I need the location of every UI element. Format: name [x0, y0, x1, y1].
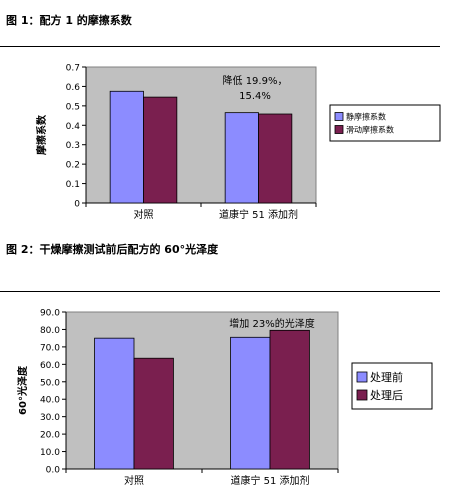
y-tick-label: 50.0	[40, 378, 60, 388]
y-tick-label: 0.5	[66, 102, 80, 112]
y-tick-label: 0.1	[66, 180, 80, 190]
y-tick-label: 90.0	[40, 309, 60, 319]
bar	[269, 329, 310, 470]
y-tick-label: 60.0	[40, 361, 60, 371]
y-axis-label: 摩擦系数	[35, 114, 48, 155]
legend-box	[329, 104, 441, 142]
legend-swatch	[334, 112, 344, 121]
bar	[230, 336, 271, 470]
y-tick-label: 0.2	[66, 161, 80, 171]
y-tick-label: 0.6	[66, 83, 81, 93]
y-tick-label: 20.0	[40, 431, 60, 441]
y-tick-label: 0.0	[46, 466, 61, 476]
annotation-text: 15.4%	[239, 91, 271, 102]
figure-1-caption: 图 1：配方 1 的摩擦系数	[6, 14, 132, 27]
legend-label: 静摩擦系数	[346, 111, 386, 121]
y-tick-label: 70.0	[40, 343, 60, 353]
legend-swatch	[356, 371, 368, 383]
bar	[224, 112, 259, 204]
x-tick-label: 对照	[124, 474, 144, 487]
bar	[258, 113, 293, 204]
legend-label: 滑动摩擦系数	[346, 124, 394, 134]
annotation-text: 增加 23%的光泽度	[229, 317, 314, 330]
y-tick-label: 0.3	[66, 141, 80, 151]
annotation-text: 降低 19.9%，	[223, 74, 288, 87]
bar	[109, 90, 144, 204]
y-tick-label: 80.0	[40, 326, 60, 336]
y-axis-label: 60°光泽度	[16, 365, 29, 415]
y-tick-label: 40.0	[40, 396, 60, 406]
figure-2-chart: 0.0 10.0 20.0 30.0 40.0 50.0 60.0 70.0 80.0 90.0 对…	[16, 309, 433, 487]
y-tick-label: 0.4	[66, 122, 81, 132]
y-tick-label: 0	[74, 200, 80, 210]
figure-1-top-rule	[0, 46, 440, 47]
x-tick-label: 对照	[134, 208, 154, 221]
x-tick-label: 道康宁 51 添加剂	[230, 474, 309, 487]
x-tick-label: 道康宁 51 添加剂	[219, 208, 298, 221]
legend-swatch	[334, 125, 344, 134]
figure-1-chart: 0 0.1 0.2 0.3 0.4 0.5 0.6 0.7 对照 道康宁 51 添加剂 摩擦系数 降低…	[35, 64, 441, 221]
bar	[143, 96, 178, 204]
figure-2-top-rule	[0, 291, 440, 292]
legend-box	[351, 362, 433, 410]
y-tick-label: 0.7	[66, 64, 80, 74]
bar	[94, 337, 135, 470]
legend-label: 处理后	[370, 389, 403, 402]
legend-label: 处理前	[370, 370, 403, 384]
legend-swatch	[356, 389, 368, 401]
y-tick-label: 30.0	[40, 413, 60, 423]
y-tick-label: 10.0	[40, 448, 60, 458]
figure-2-caption: 图 2：干燥摩擦测试前后配方的 60°光泽度	[6, 243, 219, 256]
bar	[133, 357, 174, 470]
